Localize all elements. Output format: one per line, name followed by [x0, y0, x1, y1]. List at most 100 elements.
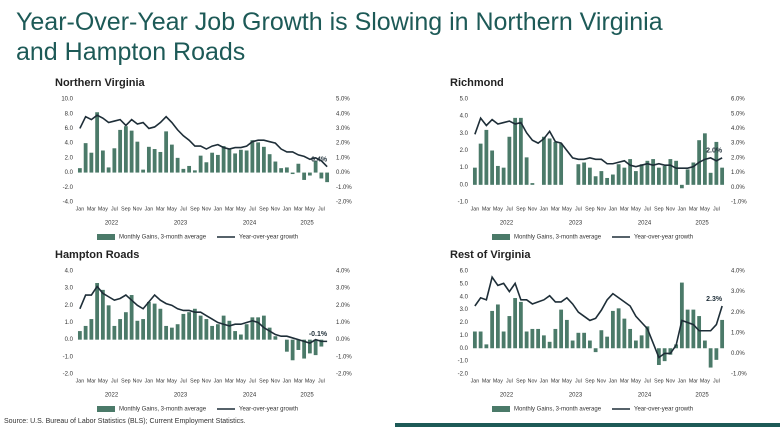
bar: [233, 153, 238, 173]
bar: [152, 303, 157, 340]
x-tick-label: Mar: [225, 206, 234, 212]
bar: [158, 308, 163, 340]
bar: [553, 141, 558, 185]
bar: [83, 143, 88, 173]
x-tick-label: Jul: [318, 206, 325, 212]
y-tick-label: 4.0: [65, 269, 74, 275]
year-label: 2025: [695, 393, 709, 399]
y-tick-label: -1.0: [63, 354, 74, 360]
x-tick-label: Jul: [575, 378, 582, 384]
bar: [490, 310, 495, 349]
y-tick-label: 2.0: [65, 303, 74, 309]
bar: [685, 309, 690, 349]
bar: [141, 169, 146, 173]
x-tick-label: Jul: [713, 206, 720, 212]
y-tick-label: -2.0: [458, 372, 469, 378]
y-tick-label: 4.0: [460, 294, 469, 300]
x-tick-label: Sep: [585, 378, 594, 384]
x-tick-label: May: [562, 206, 572, 212]
x-tick-label: May: [305, 378, 315, 384]
bar: [100, 289, 105, 340]
bar: [524, 157, 529, 185]
bar: [559, 309, 564, 349]
legend-label: Monthly Gains, 3-month average: [119, 407, 207, 413]
line: [79, 285, 328, 344]
bar: [610, 174, 615, 185]
y-tick-label: 6.0: [460, 269, 469, 275]
bar: [507, 316, 512, 349]
y-tick-label: 3.0: [65, 286, 74, 292]
page-title: and Hampton Roads: [16, 38, 245, 66]
x-tick-label: Nov: [597, 206, 607, 212]
bar: [651, 159, 656, 185]
x-tick-label: Nov: [666, 378, 676, 384]
bar: [100, 150, 105, 173]
bar: [628, 159, 633, 185]
bar: [135, 141, 140, 173]
bar: [547, 341, 552, 349]
year-label: 2022: [105, 221, 119, 227]
y2-tick-label: 5.0%: [336, 97, 350, 103]
bar: [175, 157, 180, 173]
bar: [284, 339, 289, 352]
bar: [582, 332, 587, 349]
y2-tick-label: -2.0%: [336, 372, 352, 378]
chart-title: Hampton Roads: [55, 249, 139, 261]
bar: [679, 184, 684, 189]
bar: [227, 149, 232, 173]
y2-tick-label: 1.0%: [731, 170, 745, 176]
y2-tick-label: 2.0%: [336, 141, 350, 147]
footer-bar: [395, 423, 780, 427]
bar: [559, 143, 564, 185]
bar: [89, 319, 94, 340]
bar: [582, 162, 587, 185]
bar: [256, 142, 261, 173]
bar: [146, 301, 151, 340]
bar: [198, 315, 203, 340]
x-tick-label: Mar: [156, 378, 165, 384]
bar: [141, 319, 146, 340]
x-tick-label: Mar: [551, 206, 560, 212]
page-title: Year-Over-Year Job Growth is Slowing in …: [16, 8, 663, 36]
x-tick-label: Mar: [482, 378, 491, 384]
bar: [478, 143, 483, 185]
bar: [319, 339, 324, 347]
bar: [530, 183, 535, 185]
bar: [697, 316, 702, 349]
x-tick-label: Jul: [180, 206, 187, 212]
bar: [273, 161, 278, 173]
bar: [518, 117, 523, 185]
x-tick-label: Sep: [190, 206, 199, 212]
line: [79, 114, 328, 168]
y2-tick-label: 0.0%: [336, 170, 350, 176]
chart-title: Richmond: [450, 77, 504, 89]
bar: [164, 131, 169, 173]
x-tick-label: Jan: [471, 206, 480, 212]
bar: [616, 164, 621, 185]
x-tick-label: Sep: [121, 206, 130, 212]
x-tick-label: Mar: [87, 378, 96, 384]
bar: [587, 340, 592, 349]
bar: [302, 172, 307, 180]
x-tick-label: Jan: [678, 206, 687, 212]
y2-tick-label: 0.0%: [731, 185, 745, 191]
x-tick-label: Mar: [689, 378, 698, 384]
y-tick-label: 4.0: [460, 114, 469, 120]
x-tick-label: May: [167, 378, 177, 384]
bar: [77, 168, 82, 173]
x-tick-label: Nov: [133, 378, 143, 384]
x-tick-label: Jan: [283, 206, 292, 212]
y-tick-label: 1.0: [460, 333, 469, 339]
y2-tick-label: -2.0%: [336, 200, 352, 206]
x-tick-label: Jan: [678, 378, 687, 384]
legend-swatch: [97, 406, 115, 412]
y-tick-label: 8.0: [65, 111, 74, 117]
bar: [187, 312, 192, 340]
bar: [553, 328, 558, 349]
x-tick-label: Nov: [597, 378, 607, 384]
x-tick-label: Mar: [689, 206, 698, 212]
bar: [284, 167, 289, 173]
y-tick-label: 3.0: [460, 131, 469, 137]
